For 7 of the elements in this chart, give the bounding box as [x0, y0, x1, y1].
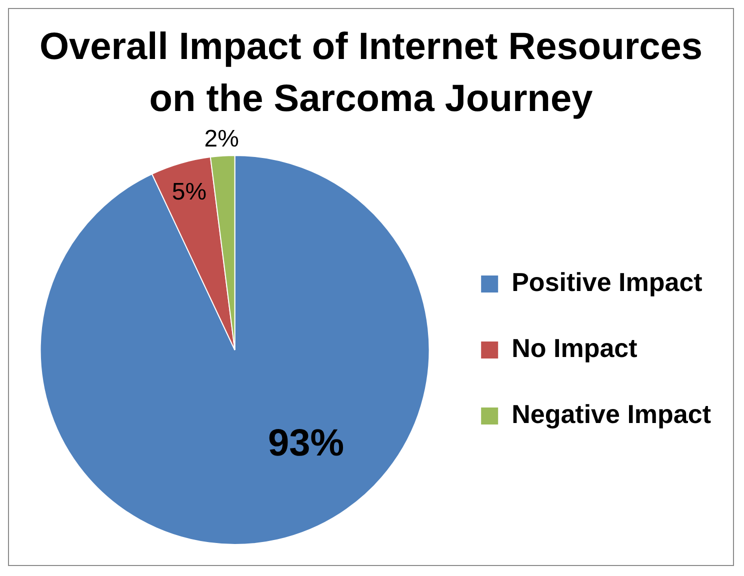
- legend-label: No Impact: [512, 333, 638, 364]
- legend-label: Positive Impact: [512, 267, 703, 298]
- data-label: 93%: [268, 422, 344, 464]
- data-label: 5%: [172, 178, 207, 206]
- chart-title: Overall Impact of Internet Resources on the Sarcoma Journey: [38, 25, 704, 122]
- legend-label: Negative Impact: [512, 399, 712, 430]
- data-label: 2%: [204, 126, 239, 153]
